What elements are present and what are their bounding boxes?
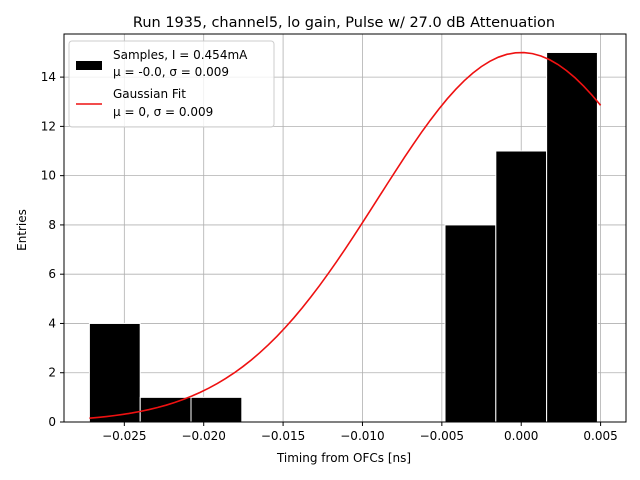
chart-title: Run 1935, channel5, lo gain, Pulse w/ 27…	[133, 15, 555, 31]
x-tick-label: 0.005	[583, 429, 617, 443]
legend: Samples, I = 0.454mA μ = -0.0, σ = 0.009…	[68, 40, 275, 128]
y-tick-label: 14	[41, 70, 56, 84]
histogram-bar	[546, 51, 598, 423]
legend-fit-stats: μ = 0, σ = 0.009	[113, 105, 213, 119]
x-tick-label: −0.010	[340, 429, 384, 443]
legend-histogram-stats: μ = -0.0, σ = 0.009	[113, 65, 229, 79]
legend-fit-label: Gaussian Fit	[113, 87, 186, 101]
x-tick-label: −0.020	[181, 429, 225, 443]
fit-curve-layer	[89, 51, 602, 419]
y-tick-label: 2	[48, 366, 56, 380]
x-axis-label: Timing from OFCs [ns]	[276, 451, 411, 465]
y-tick-label: 10	[41, 169, 56, 183]
x-tick-label: −0.015	[261, 429, 305, 443]
y-axis-label: Entries	[15, 209, 29, 251]
legend-histogram-label: Samples, I = 0.454mA	[113, 48, 248, 62]
histogram-bar	[444, 224, 497, 423]
histogram-bar	[88, 322, 141, 423]
y-tick-label: 4	[48, 316, 56, 330]
x-tick-label: −0.005	[420, 429, 464, 443]
axes-frame	[63, 33, 627, 423]
y-tick-label: 6	[48, 267, 56, 281]
gaussian-fit-line	[89, 51, 602, 419]
y-axis-ticks: 0 2 4 6 8 10 12 14	[41, 70, 64, 429]
legend-histogram-swatch	[76, 61, 102, 70]
y-tick-label: 8	[48, 218, 56, 232]
y-tick-label: 12	[41, 119, 56, 133]
x-tick-label: 0.000	[504, 429, 538, 443]
legend-box	[68, 40, 275, 128]
x-axis-ticks: −0.025 −0.020 −0.015 −0.010 −0.005 0.000 0.005	[102, 422, 618, 443]
histogram-bar	[190, 396, 243, 423]
histogram-bar	[495, 150, 548, 423]
x-tick-label: −0.025	[102, 429, 146, 443]
y-tick-label: 0	[48, 415, 56, 429]
